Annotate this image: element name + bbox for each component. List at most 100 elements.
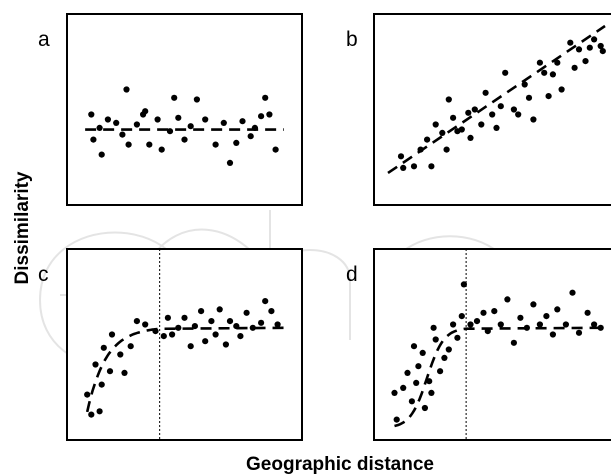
panel-d-point xyxy=(426,378,433,385)
panel-d-point xyxy=(467,321,474,328)
panel-b-point xyxy=(424,136,431,143)
panel-b-point xyxy=(445,96,452,103)
panel-a-point xyxy=(251,124,258,131)
panel-d-point xyxy=(415,363,422,370)
panel-c-point xyxy=(208,318,215,325)
panel-b-point xyxy=(400,164,407,171)
panel-d-point xyxy=(549,331,557,338)
panel-d-point xyxy=(484,328,491,335)
panel-d-point xyxy=(437,368,444,375)
panel-b-point xyxy=(471,106,478,113)
panel-d-point xyxy=(569,289,576,296)
panel-d-point xyxy=(523,324,531,331)
panel-d-point xyxy=(393,416,400,423)
panel-c-point xyxy=(187,343,194,350)
panel-a-point xyxy=(166,128,174,135)
panel-b-point xyxy=(410,163,418,170)
panel-d-point xyxy=(562,321,570,328)
panel-b-point xyxy=(515,111,522,118)
panel-d-point xyxy=(480,309,487,316)
panel-b-point xyxy=(467,134,474,141)
panel-c-point xyxy=(133,318,140,325)
panel-c-point xyxy=(160,333,167,340)
panel-d-trend-line xyxy=(394,326,603,428)
panel-b-point xyxy=(417,146,424,153)
panel-a-point xyxy=(226,159,234,166)
panel-a-point xyxy=(266,111,273,118)
panel-c-point xyxy=(98,381,105,388)
panel-d-point xyxy=(460,281,467,288)
panel-d-point xyxy=(543,313,550,320)
panel-b-point xyxy=(571,64,578,71)
panel-a-point xyxy=(158,146,165,153)
panel-d-frame xyxy=(373,248,611,441)
panel-a-point xyxy=(133,121,140,128)
panel-c-point xyxy=(175,324,182,331)
panel-c-point xyxy=(117,351,124,358)
panel-c-point xyxy=(106,368,114,375)
panel-d-plot xyxy=(391,249,604,440)
panel-d-point xyxy=(400,384,407,391)
panel-c-point xyxy=(262,298,269,305)
panel-c-frame xyxy=(66,248,303,441)
panel-a-point xyxy=(123,86,130,93)
panel-d-point xyxy=(410,343,418,350)
panel-c-point xyxy=(142,321,149,328)
panel-b-point xyxy=(597,42,604,50)
panel-d-point xyxy=(421,404,428,412)
panel-b-point xyxy=(489,111,496,118)
panel-d-point xyxy=(536,321,544,328)
panel-b-point xyxy=(586,44,593,51)
panel-a-point xyxy=(247,133,254,140)
panel-a-point xyxy=(119,131,126,138)
panel-d-point xyxy=(432,336,439,343)
panel-a-point xyxy=(239,118,246,125)
panel-b-point xyxy=(502,69,509,76)
panel-b-point xyxy=(558,86,565,93)
panel-c-point xyxy=(216,306,223,313)
panel-b-point xyxy=(554,59,561,66)
panel-b-point xyxy=(545,93,552,100)
panel-b-point xyxy=(591,36,598,43)
panel-c-point xyxy=(191,323,198,330)
panel-b-point xyxy=(599,48,606,55)
panel-b-point xyxy=(536,59,544,66)
panel-c-point xyxy=(222,341,229,348)
panel-d-point xyxy=(454,334,461,341)
panel-a-point xyxy=(171,94,178,101)
panel-b-point xyxy=(458,126,465,133)
panel-c-point xyxy=(164,314,171,321)
panel-c-point xyxy=(84,391,91,398)
panel-a-frame xyxy=(66,13,303,206)
panel-a-point xyxy=(96,124,103,131)
panel-d-point xyxy=(428,389,435,396)
panel-c-point xyxy=(249,324,256,331)
panel-d-point xyxy=(597,324,604,331)
panel-b-point xyxy=(443,146,450,153)
panel-b-point xyxy=(525,94,533,101)
panel-d-point xyxy=(458,313,465,320)
panel-c-point xyxy=(212,331,219,338)
panel-b-plot xyxy=(387,24,606,175)
panel-b-point xyxy=(493,124,500,131)
panel-b-point xyxy=(478,121,485,128)
panel-b-point xyxy=(428,163,435,170)
panel-c-point xyxy=(226,318,234,325)
panel-c-point xyxy=(92,361,99,368)
panel-a-point xyxy=(220,119,227,126)
panel-c-point xyxy=(121,369,128,376)
x-axis-title: Geographic distance xyxy=(246,454,434,475)
panel-b-point xyxy=(510,106,517,113)
panel-c-trend-line xyxy=(85,326,286,413)
panel-b-point xyxy=(567,39,574,46)
panel-b-point xyxy=(397,153,405,160)
panel-b-point xyxy=(575,46,583,53)
panel-a-point xyxy=(146,141,153,148)
panel-d-point xyxy=(404,369,411,376)
panel-b-point xyxy=(549,71,557,78)
panel-c-point xyxy=(202,338,209,345)
panel-b-point xyxy=(497,103,504,110)
panel-b-point xyxy=(439,129,446,136)
panel-d-point xyxy=(497,321,504,328)
